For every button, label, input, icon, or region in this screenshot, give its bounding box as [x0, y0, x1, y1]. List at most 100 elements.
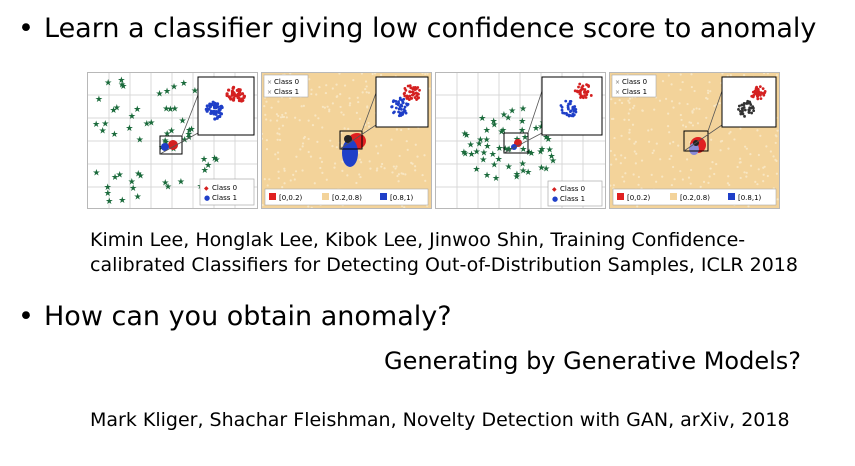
- ood-star: ★: [468, 150, 476, 160]
- legend-classes: [547, 180, 603, 207]
- ood-star: ★: [191, 87, 199, 97]
- ood-star: ★: [147, 119, 155, 129]
- ood-star: ★: [101, 119, 109, 129]
- scatter-plot-2: ★★★★★★★★★★ ★★★★★★★★★★★★★★★★★★★★★★★★★ ★★★★★…: [436, 73, 605, 208]
- ood-star: ★: [497, 127, 505, 137]
- confidence-map-2: × Class 0 × Class 1 [0,0.2) [0.2,0.8) [0…: [610, 73, 779, 208]
- classifier-figure: ★ ★ ★ ★ ★ ★ ★ ★ ★ ★ ★ ★ ★ ★ ★ ★ ★ ★ ★ ★ ★ ★ ★ ★ ★ ★ ★ ★ ★ ★ ★ ★ ★ ★ ★ ★ ★ ★ ★ ★…: [87, 72, 780, 209]
- reference-1-line-2: calibrated Classifiers for Detecting Out…: [90, 254, 798, 276]
- scatter-panel-1: ★ ★ ★ ★ ★ ★ ★ ★ ★ ★ ★ ★ ★ ★ ★ ★ ★ ★ ★ ★ ★ ★ ★ ★ ★ ★ ★ ★ ★ ★ ★ ★ ★ ★ ★ ★ ★ ★ ★ ★…: [87, 72, 258, 209]
- ood-star: ★: [134, 170, 142, 180]
- ood-star: ★: [156, 89, 164, 99]
- ood-star: ★: [480, 149, 488, 159]
- reference-1: Kimin Lee, Honglak Lee, Kibok Lee, Jinwo…: [90, 228, 798, 278]
- ood-star: ★: [105, 197, 113, 207]
- ood-star: ★: [489, 150, 497, 160]
- ood-star: ★: [519, 159, 527, 169]
- ood-star: ★: [118, 81, 126, 91]
- ood-star: ★: [513, 172, 521, 182]
- ood-star: ★: [473, 148, 481, 158]
- confidence-panel-1: × Class 0 × Class 1 [0,0.2) [0.2,0.8) [0…: [261, 72, 432, 209]
- svg-text:●: ●: [552, 195, 558, 203]
- ood-star: ★: [177, 177, 185, 187]
- legend-classes-small: [611, 74, 657, 98]
- ood-star: ★: [163, 130, 171, 140]
- ood-star: ★: [109, 106, 117, 116]
- ood-star: ★: [504, 114, 512, 124]
- zoom-inset: [541, 76, 603, 136]
- reference-1-line-1: Kimin Lee, Honglak Lee, Kibok Lee, Jinwo…: [90, 229, 746, 251]
- ood-star: ★: [476, 136, 484, 146]
- ood-star: ★: [490, 117, 498, 127]
- inset-markers: [737, 85, 767, 118]
- ood-star: ★: [537, 163, 545, 173]
- ood-star: ★: [133, 105, 141, 115]
- ood-star: ★: [508, 106, 516, 116]
- ood-star: ★: [544, 135, 552, 145]
- ood-star: ★: [499, 126, 507, 136]
- ood-star: ★: [92, 120, 100, 130]
- legend-classes: [199, 178, 255, 206]
- bullet-text: Learn a classifier giving low confidence…: [44, 13, 817, 44]
- svg-text:◆: ◆: [204, 185, 209, 192]
- confidence-map-1: × Class 0 × Class 1 [0,0.2) [0.2,0.8) [0…: [262, 73, 431, 208]
- ood-star: ★: [143, 120, 151, 130]
- ood-star: ★: [118, 196, 126, 206]
- legend-bin-low: [0,0.2): [279, 194, 303, 202]
- class1-cluster: [161, 143, 169, 151]
- ood-star: ★: [92, 168, 100, 178]
- svg-text:◆: ◆: [552, 186, 557, 193]
- ood-star: ★: [204, 161, 212, 171]
- legend-bins: [612, 188, 777, 206]
- legend-class1-label: Class 1: [274, 88, 299, 96]
- svg-text:×: ×: [267, 89, 272, 96]
- ood-star: ★: [104, 79, 112, 89]
- ood-star: ★: [490, 160, 498, 170]
- ood-star: ★: [161, 178, 169, 188]
- ood-star: ★: [99, 126, 107, 136]
- inset-markers: [390, 84, 421, 118]
- legend-bin-high: [0.8,1): [738, 194, 762, 202]
- ood-star: ★: [111, 173, 119, 183]
- ood-star: ★: [542, 165, 550, 175]
- legend-class1-label: Class 1: [560, 195, 585, 203]
- ood-star: ★: [479, 156, 487, 166]
- ood-star: ★: [492, 174, 500, 184]
- ood-star: ★: [212, 156, 220, 166]
- ood-star: ★: [547, 152, 555, 162]
- class0-cluster: [168, 140, 178, 150]
- ood-star: ★: [200, 155, 208, 165]
- bullet-symbol: •: [18, 13, 34, 44]
- ood-star: ★: [519, 105, 527, 115]
- ood-star: ★: [211, 154, 219, 164]
- bullet-1: • Learn a classifier giving low confidenc…: [18, 14, 816, 44]
- legend-bin-mid: [0.2,0.8): [680, 194, 710, 202]
- legend-classes-small: [263, 74, 309, 98]
- svg-text:×: ×: [615, 79, 620, 86]
- ood-star: ★: [519, 145, 527, 155]
- ood-star: ★: [180, 79, 188, 89]
- ood-star: ★: [104, 189, 112, 199]
- legend-class0-label: Class 0: [212, 184, 237, 192]
- legend-bin-low: [0,0.2): [627, 194, 651, 202]
- zoom-inset: [197, 76, 255, 136]
- ood-star: ★: [164, 182, 172, 192]
- ood-star: ★: [483, 126, 491, 136]
- ood-star: ★: [137, 171, 145, 181]
- ood-star: ★: [461, 129, 469, 139]
- svg-text:×: ×: [267, 79, 272, 86]
- ood-star: ★: [104, 183, 112, 193]
- confidence-panel-2: × Class 0 × Class 1 [0,0.2) [0.2,0.8) [0…: [609, 72, 780, 209]
- ood-star: ★: [524, 168, 532, 178]
- ood-star: ★: [170, 82, 178, 92]
- ood-star: ★: [162, 138, 170, 148]
- ood-star: ★: [128, 112, 136, 122]
- svg-text:×: ×: [615, 89, 620, 96]
- legend-class1-label: Class 1: [212, 194, 237, 202]
- bullet-text: How can you obtain anomaly?: [44, 301, 452, 332]
- ood-star: ★: [161, 136, 169, 146]
- ood-star: ★: [162, 104, 170, 114]
- legend-class0-label: Class 0: [560, 185, 585, 193]
- ood-star: ★: [117, 76, 125, 86]
- ood-star: ★: [513, 170, 521, 180]
